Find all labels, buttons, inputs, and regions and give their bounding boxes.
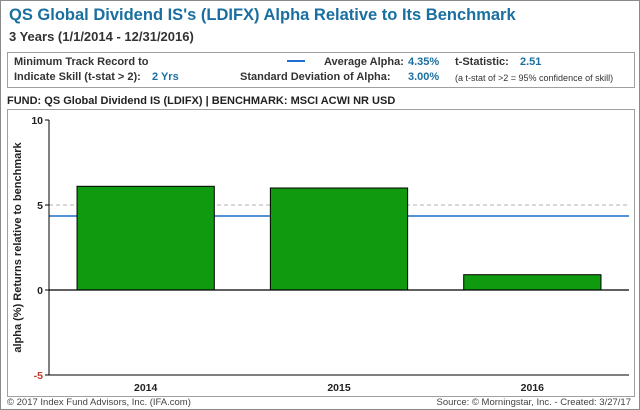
std-dev-value: 3.00% [408,71,440,83]
y-tick-label-10: 10 [31,115,43,127]
bar-2016 [463,274,602,291]
y-tick-label-0: 0 [37,285,43,297]
tstat-note: (a t-stat of >2 = 95% confidence of skil… [455,73,614,83]
footer-copyright: © 2017 Index Fund Advisors, Inc. (IFA.co… [7,397,191,408]
alpha-bar-chart: alpha (%) Returns relative to benchmark 2… [12,115,629,394]
average-alpha-legend-line [287,60,305,62]
min-track-value: 2 Yrs [152,71,179,83]
x-tick-label-2016: 2016 [521,382,545,394]
fund-benchmark-line: FUND: QS Global Dividend IS (LDIFX) | BE… [7,95,396,107]
tstat-value: 2.51 [520,56,542,68]
plot-area: alpha (%) Returns relative to benchmark 2… [7,109,635,397]
tstat-label: t-Statistic: [455,56,509,68]
std-dev-label: Standard Deviation of Alpha: [240,71,391,83]
bar-2015 [269,187,409,291]
bar-2014 [76,185,215,291]
x-tick-label-2014: 2014 [134,382,158,394]
y-tick-label--5: -5 [34,370,43,382]
average-alpha-value: 4.35% [408,56,440,68]
y-axis-label: alpha (%) Returns relative to benchmark [12,141,24,352]
chart-subtitle: 3 Years (1/1/2014 - 12/31/2016) [9,29,194,44]
average-alpha-label: Average Alpha: [324,56,404,68]
footer-source: Source: © Morningstar, Inc. - Created: 3… [436,397,631,408]
x-tick-label-2015: 2015 [327,382,351,394]
chart-title: QS Global Dividend IS's (LDIFX) Alpha Re… [9,6,516,24]
min-track-label-line2: Indicate Skill (t-stat > 2): [14,71,141,83]
min-track-label-line1: Minimum Track Record to [14,56,149,68]
y-tick-label-5: 5 [37,200,43,212]
stats-panel: Minimum Track Record to Indicate Skill (… [7,52,635,88]
